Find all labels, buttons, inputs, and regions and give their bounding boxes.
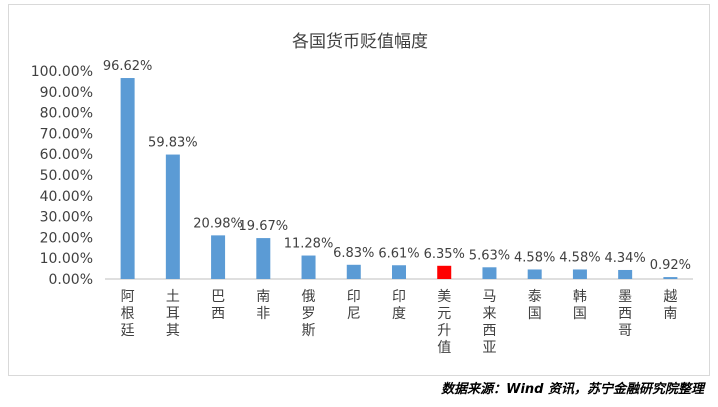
y-tick-label: 90.00% — [40, 85, 93, 101]
chart-frame: 各国货币贬值幅度 0.00% 10.00% 20.00% 30.00% 40.00% 50… — [8, 4, 710, 376]
bar-12 — [663, 277, 678, 279]
bar-11 — [618, 269, 633, 279]
data-label-8: 5.63% — [469, 248, 510, 263]
bar-chart: 各国货币贬值幅度 0.00% 10.00% 20.00% 30.00% 40.00% 50… — [31, 32, 693, 356]
y-tick-label: 30.00% — [40, 210, 93, 226]
category-label-3: 南非 — [256, 289, 270, 322]
data-label-3: 19.67% — [239, 219, 289, 234]
y-tick-label: 100.00% — [31, 64, 93, 80]
category-label-10: 韩国 — [573, 289, 587, 322]
y-tick-label: 10.00% — [40, 251, 93, 267]
data-label-0: 96.62% — [103, 59, 153, 74]
category-label-6: 印度 — [392, 289, 406, 322]
bar-0 — [120, 78, 135, 280]
y-tick-label: 60.00% — [40, 147, 93, 163]
category-label-1: 土耳其 — [166, 289, 180, 339]
data-label-5: 6.83% — [333, 246, 374, 261]
data-label-2: 20.98% — [193, 216, 243, 231]
chart-title: 各国货币贬值幅度 — [292, 32, 428, 52]
bar-7 — [437, 265, 452, 279]
y-tick-label: 50.00% — [40, 168, 93, 184]
bar-3 — [256, 238, 271, 279]
data-label-10: 4.58% — [559, 250, 600, 265]
data-label-11: 4.34% — [604, 251, 645, 266]
category-label-9: 泰国 — [528, 289, 542, 322]
category-label-7: 美元升值 — [437, 289, 451, 356]
y-tick-label: 70.00% — [40, 126, 93, 142]
bar-4 — [301, 255, 316, 279]
category-label-8: 马来西亚 — [482, 289, 496, 356]
bar-8 — [482, 267, 497, 279]
category-label-0: 阿根廷 — [121, 289, 135, 339]
bar-2 — [211, 235, 226, 279]
data-label-9: 4.58% — [514, 250, 555, 265]
bar-5 — [346, 264, 361, 279]
source-note: 数据来源：Wind 资讯，苏宁金融研究院整理 — [441, 382, 704, 397]
data-label-1: 59.83% — [148, 136, 198, 151]
category-label-2: 巴西 — [211, 289, 225, 322]
category-label-5: 印尼 — [347, 289, 361, 322]
data-label-4: 11.28% — [284, 237, 334, 252]
bar-10 — [572, 269, 587, 279]
bar-6 — [392, 265, 406, 279]
y-tick-label: 80.00% — [40, 106, 93, 122]
bar-1 — [165, 154, 180, 279]
bar-9 — [527, 269, 542, 279]
y-tick-label: 40.00% — [40, 189, 93, 205]
y-tick-label: 20.00% — [40, 230, 93, 246]
data-label-12: 0.92% — [650, 258, 691, 273]
y-tick-label: 0.00% — [49, 272, 93, 288]
data-label-7: 6.35% — [424, 247, 465, 262]
data-label-6: 6.61% — [378, 246, 419, 261]
category-label-11: 墨西哥 — [618, 289, 632, 339]
category-label-4: 俄罗斯 — [302, 289, 316, 339]
category-label-12: 越南 — [663, 289, 677, 322]
